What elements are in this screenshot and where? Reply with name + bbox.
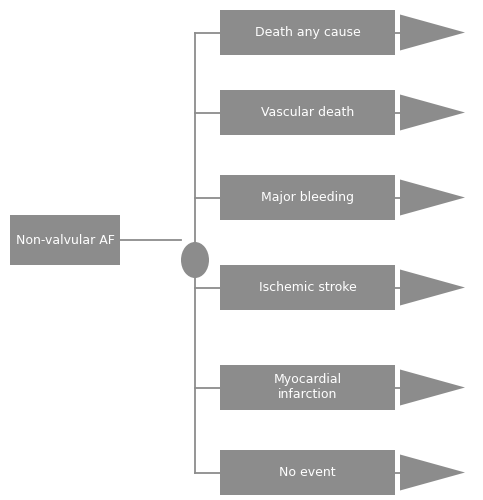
- Bar: [220, 265, 395, 310]
- Polygon shape: [400, 14, 465, 51]
- Bar: [220, 365, 395, 410]
- Polygon shape: [400, 180, 465, 216]
- Bar: [220, 90, 395, 135]
- Ellipse shape: [181, 242, 209, 278]
- Text: Death any cause: Death any cause: [255, 26, 360, 39]
- Bar: [220, 10, 395, 55]
- Text: No event: No event: [279, 466, 336, 479]
- Text: Ischemic stroke: Ischemic stroke: [258, 281, 356, 294]
- Text: Myocardial
infarction: Myocardial infarction: [273, 374, 341, 402]
- Text: Vascular death: Vascular death: [261, 106, 354, 119]
- Polygon shape: [400, 370, 465, 406]
- Bar: [220, 175, 395, 220]
- Polygon shape: [400, 94, 465, 130]
- Text: Non-valvular AF: Non-valvular AF: [15, 234, 114, 246]
- Text: Major bleeding: Major bleeding: [261, 191, 354, 204]
- Bar: [220, 450, 395, 495]
- Polygon shape: [400, 270, 465, 306]
- Polygon shape: [400, 454, 465, 490]
- Bar: [10, 215, 120, 265]
